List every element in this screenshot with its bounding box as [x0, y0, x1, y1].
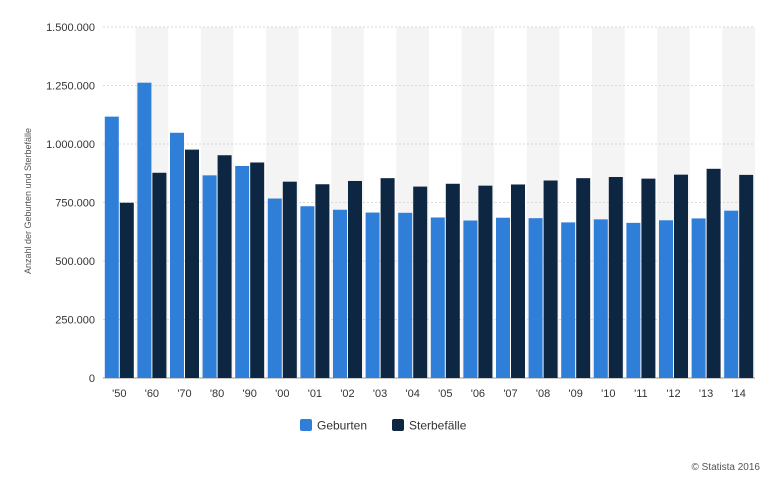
y-tick-label: 1.250.000 [46, 81, 95, 93]
x-axis-ticks: '50 '60 '70 '80 '90 '00 '01 '02 '03 '04 '05 '06 '07 '… [112, 388, 746, 400]
y-tick-label: 750.000 [55, 198, 95, 210]
legend-item-geburten[interactable]: Geburten [300, 419, 367, 433]
bar-sterbef-lle[interactable] [413, 186, 428, 378]
bar-sterbef-lle[interactable] [706, 168, 721, 378]
bar-sterbef-lle[interactable] [576, 178, 591, 378]
x-tick-label: '08 [536, 388, 550, 400]
bar-sterbef-lle[interactable] [674, 174, 688, 378]
bar-geburten[interactable] [659, 220, 673, 378]
legend-label: Geburten [317, 419, 367, 433]
bar-sterbef-lle[interactable] [185, 149, 199, 378]
bar-geburten[interactable] [561, 222, 576, 378]
bar-geburten[interactable] [626, 222, 641, 378]
bar-sterbef-lle[interactable] [315, 184, 330, 378]
legend-swatch [392, 419, 404, 431]
y-tick-label: 500.000 [55, 256, 95, 268]
x-tick-label: '90 [243, 388, 257, 400]
bar-sterbef-lle[interactable] [152, 172, 167, 378]
x-tick-label: '10 [601, 388, 615, 400]
x-tick-label: '14 [732, 388, 746, 400]
bar-geburten[interactable] [235, 165, 250, 378]
x-tick-label: '01 [308, 388, 322, 400]
x-tick-label: '60 [145, 388, 159, 400]
x-tick-label: '06 [471, 388, 485, 400]
y-axis-ticks: 0 250.000 500.000 750.000 1.000.000 1.250.000… [46, 22, 95, 385]
bar-sterbef-lle[interactable] [543, 180, 558, 378]
legend-label: Sterbefälle [409, 419, 467, 433]
bars [104, 82, 754, 378]
x-tick-label: '03 [373, 388, 387, 400]
bar-sterbef-lle[interactable] [348, 180, 362, 378]
legend-swatch [300, 419, 312, 431]
x-tick-label: '11 [634, 388, 648, 400]
x-tick-label: '13 [699, 388, 713, 400]
bar-geburten[interactable] [170, 132, 184, 378]
bar-geburten[interactable] [333, 209, 347, 378]
y-tick-label: 0 [89, 373, 95, 385]
y-tick-label: 250.000 [55, 315, 95, 327]
bar-geburten[interactable] [137, 82, 152, 378]
bar-geburten[interactable] [724, 210, 739, 378]
y-tick-label: 1.000.000 [46, 139, 95, 151]
bar-geburten[interactable] [398, 212, 413, 378]
y-tick-label: 1.500.000 [46, 22, 95, 34]
bar-geburten[interactable] [430, 217, 445, 378]
bar-sterbef-lle[interactable] [641, 178, 656, 378]
x-tick-label: '50 [112, 388, 126, 400]
x-tick-label: '09 [569, 388, 583, 400]
legend-item-sterbef-lle[interactable]: Sterbefälle [392, 419, 467, 433]
x-tick-label: '04 [406, 388, 420, 400]
bar-geburten[interactable] [528, 218, 543, 378]
bar-geburten[interactable] [691, 218, 706, 378]
bar-sterbef-lle[interactable] [511, 184, 525, 378]
bar-sterbef-lle[interactable] [282, 181, 297, 378]
bar-sterbef-lle[interactable] [608, 176, 623, 378]
bar-geburten[interactable] [202, 175, 217, 378]
bar-geburten[interactable] [593, 219, 608, 378]
bar-geburten[interactable] [300, 206, 315, 378]
x-tick-label: '12 [666, 388, 680, 400]
bar-geburten[interactable] [496, 217, 510, 378]
bar-sterbef-lle[interactable] [478, 185, 493, 378]
bar-geburten[interactable] [104, 116, 119, 378]
x-tick-label: '05 [438, 388, 452, 400]
x-tick-label: '07 [503, 388, 517, 400]
x-tick-label: '80 [210, 388, 224, 400]
x-tick-label: '00 [275, 388, 289, 400]
bar-geburten[interactable] [267, 198, 282, 378]
bar-sterbef-lle[interactable] [217, 155, 232, 378]
y-axis-title: Anzahl der Geburten und Sterbefälle [23, 128, 33, 274]
bar-sterbef-lle[interactable] [380, 178, 395, 378]
x-tick-label: '02 [340, 388, 354, 400]
bar-geburten[interactable] [365, 212, 380, 378]
x-tick-label: '70 [177, 388, 191, 400]
bar-sterbef-lle[interactable] [119, 202, 134, 378]
bar-sterbef-lle[interactable] [445, 183, 460, 378]
legend[interactable]: Geburten Sterbefälle [300, 419, 467, 433]
source-credit: © Statista 2016 [691, 462, 760, 473]
bar-geburten[interactable] [463, 220, 478, 378]
bar-sterbef-lle[interactable] [250, 162, 265, 378]
bar-sterbef-lle[interactable] [739, 174, 754, 378]
